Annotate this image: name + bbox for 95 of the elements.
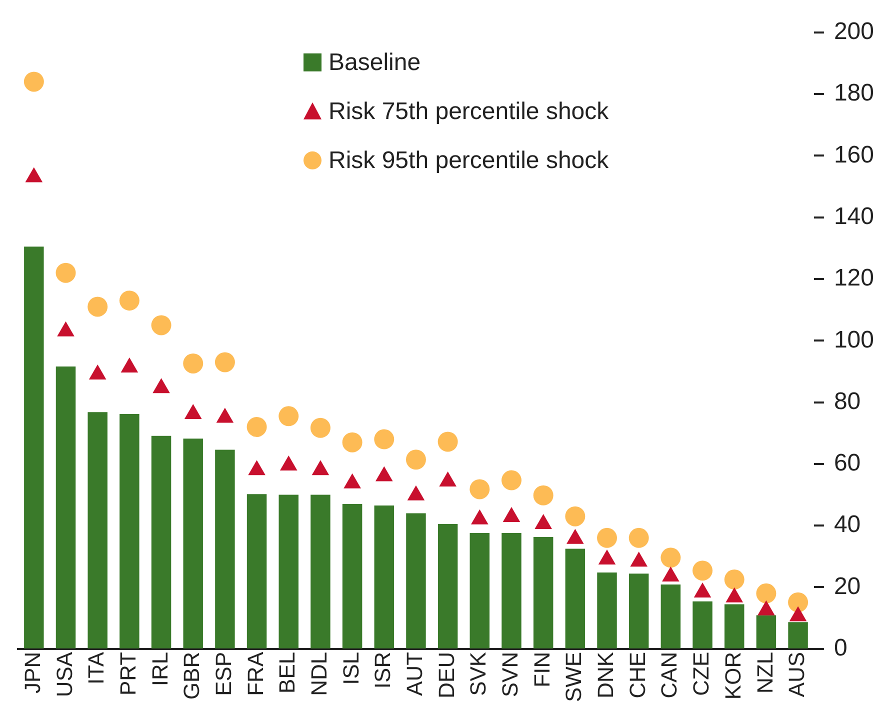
x-tick-label: CHE xyxy=(624,652,650,698)
y-tick-label: 160 xyxy=(834,141,874,168)
bar xyxy=(374,506,394,648)
point xyxy=(88,296,108,317)
x-tick-label: GBR xyxy=(179,652,204,700)
point xyxy=(375,466,393,482)
x-tick-label: ITA xyxy=(84,652,109,684)
point xyxy=(248,460,266,476)
bar xyxy=(310,494,330,648)
x-tick-label: SVN xyxy=(498,652,523,698)
x-tick-label: FRA xyxy=(242,652,268,696)
x-tick-label: BEL xyxy=(274,652,300,694)
x-tick-label: AUS xyxy=(784,652,810,698)
x-tick-label: ISR xyxy=(370,652,396,689)
point xyxy=(184,404,202,420)
y-tick-label: 200 xyxy=(834,18,874,46)
point xyxy=(534,514,552,530)
bar xyxy=(88,412,108,648)
x-tick-label: AUT xyxy=(402,652,428,696)
point xyxy=(726,587,744,602)
point xyxy=(407,485,425,500)
point xyxy=(662,566,680,582)
x-tick-label: FIN xyxy=(529,652,554,688)
bar xyxy=(597,572,617,648)
x-tick-label: DEU xyxy=(434,652,459,698)
x-tick-label: IRL xyxy=(147,652,172,686)
y-tick-label: 100 xyxy=(834,326,874,354)
bar xyxy=(470,532,490,648)
bar xyxy=(628,574,649,648)
bar xyxy=(56,366,76,648)
bar xyxy=(756,615,776,648)
y-tick-label: 120 xyxy=(834,264,874,292)
point xyxy=(246,416,267,437)
point xyxy=(152,378,170,394)
y-tick-label: 180 xyxy=(834,80,874,107)
point xyxy=(502,506,520,522)
y-tick-label: 40 xyxy=(834,511,861,538)
bar xyxy=(438,524,458,648)
x-tick-label: SVK xyxy=(466,652,491,696)
point xyxy=(183,353,204,374)
x-tick-label: SWE xyxy=(561,652,586,702)
bar xyxy=(278,494,298,648)
bar xyxy=(565,548,586,648)
point xyxy=(151,315,172,336)
bar xyxy=(215,450,235,648)
y-tick-label: 60 xyxy=(834,450,861,477)
y-tick-label: 0 xyxy=(834,634,848,662)
bar xyxy=(502,532,522,648)
point xyxy=(694,582,712,598)
point xyxy=(344,473,361,488)
x-tick-label: USA xyxy=(52,652,77,698)
point xyxy=(24,72,44,92)
legend-label: Risk 75th percentile shock xyxy=(328,98,610,126)
point xyxy=(789,606,807,622)
x-tick-label: PRT xyxy=(115,652,140,696)
point xyxy=(312,460,330,476)
bar xyxy=(151,436,172,648)
x-tick-label: ESP xyxy=(211,652,236,696)
bar xyxy=(406,513,426,648)
point xyxy=(758,600,775,616)
legend-label: Risk 95th percentile shock xyxy=(328,147,610,174)
y-tick-label: 140 xyxy=(834,202,874,230)
point xyxy=(119,290,140,311)
bar xyxy=(724,604,744,648)
legend-label: Baseline xyxy=(328,49,421,76)
point xyxy=(439,472,456,487)
point xyxy=(88,364,106,380)
bar xyxy=(533,536,554,648)
bar xyxy=(120,414,140,648)
bar xyxy=(660,584,681,648)
bar xyxy=(788,622,808,648)
point xyxy=(630,552,648,567)
x-tick-label: KOR xyxy=(720,652,746,700)
x-tick-label: ISL xyxy=(338,652,364,685)
x-tick-label: CAN xyxy=(656,652,682,698)
bar xyxy=(246,494,267,648)
y-tick-label: 80 xyxy=(834,388,861,415)
x-tick-label: NZL xyxy=(752,652,778,694)
x-tick-label: NDL xyxy=(306,652,332,696)
point xyxy=(214,352,235,372)
x-tick-label: DNK xyxy=(593,652,618,698)
x-tick-label: JPN xyxy=(20,652,45,694)
bar xyxy=(692,601,712,648)
x-tick-label: CZE xyxy=(688,652,714,696)
point xyxy=(470,509,488,524)
point xyxy=(598,549,616,564)
bar xyxy=(24,246,44,648)
point xyxy=(216,408,234,423)
y-tick-label: 20 xyxy=(834,572,861,600)
point xyxy=(566,528,584,544)
point xyxy=(310,418,330,438)
bar xyxy=(342,504,362,648)
bar xyxy=(183,438,203,648)
point xyxy=(56,262,76,283)
point xyxy=(280,455,298,470)
